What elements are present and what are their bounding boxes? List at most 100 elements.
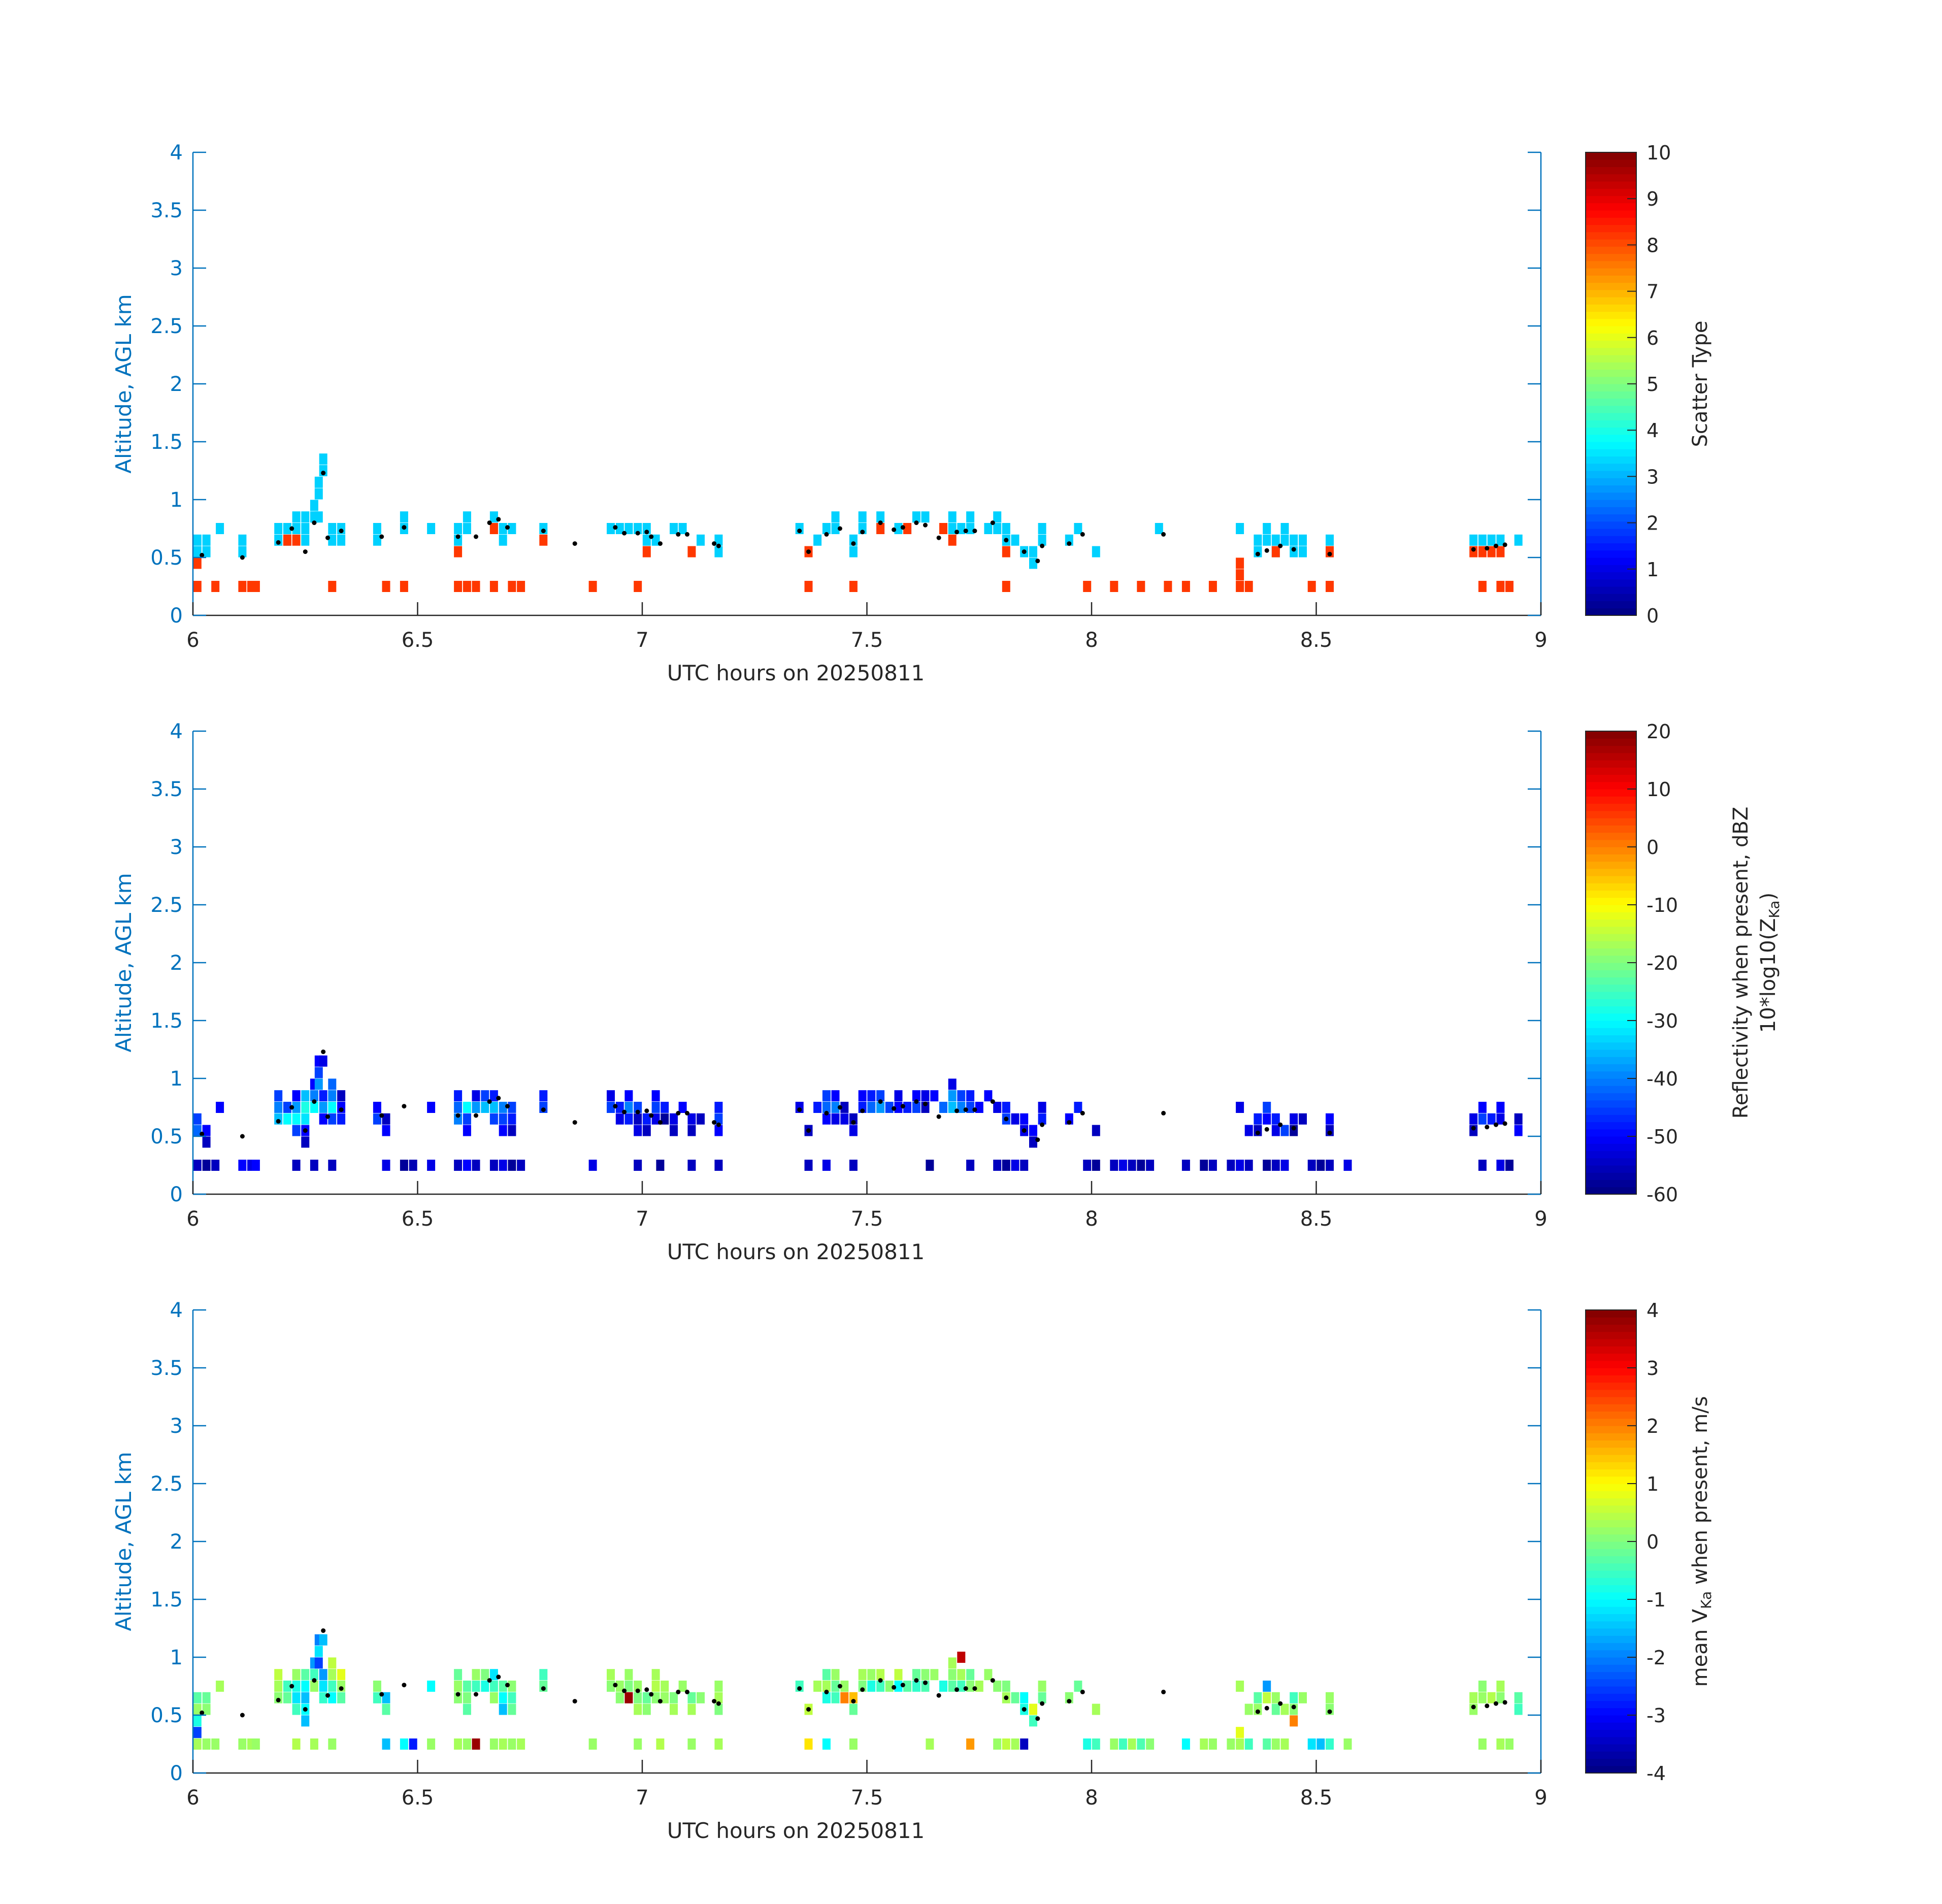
colorbar-swatch bbox=[1586, 1549, 1636, 1557]
cloud-base-point bbox=[325, 1693, 330, 1698]
colorbar-swatch bbox=[1586, 1172, 1636, 1180]
heatmap-cell bbox=[310, 1738, 318, 1750]
heatmap-cell bbox=[966, 1090, 975, 1102]
heatmap-cell bbox=[382, 1160, 390, 1171]
heatmap-cell bbox=[337, 1692, 346, 1703]
heatmap-cell bbox=[301, 1681, 310, 1692]
heatmap-cell bbox=[328, 1102, 337, 1113]
colorbar-swatch bbox=[1586, 948, 1636, 956]
colorbar-tick-label: -50 bbox=[1647, 1126, 1678, 1148]
colorbar-swatch bbox=[1586, 963, 1636, 970]
heatmap-cell bbox=[894, 1681, 903, 1692]
cloud-base-points bbox=[200, 471, 1507, 564]
colorbar-swatch bbox=[1586, 876, 1636, 883]
colorbar-swatch bbox=[1586, 478, 1636, 486]
heatmap-cell bbox=[463, 1681, 471, 1692]
cloud-base-points bbox=[200, 1628, 1507, 1721]
heatmap-cell bbox=[1263, 1692, 1271, 1703]
heatmap-cell bbox=[1110, 1160, 1118, 1171]
heatmap-cell bbox=[615, 1102, 624, 1113]
heatmap-cell bbox=[615, 523, 624, 534]
heatmap-cell bbox=[975, 1681, 983, 1692]
colorbar-swatch bbox=[1586, 955, 1636, 963]
colorbar-swatch bbox=[1586, 1628, 1636, 1636]
heatmap-cell bbox=[588, 1160, 597, 1171]
y-tick-label: 2.5 bbox=[150, 894, 183, 917]
heatmap-cell bbox=[651, 1102, 660, 1113]
colorbar-swatch bbox=[1586, 514, 1636, 522]
heatmap-cell bbox=[1038, 1681, 1046, 1692]
cloud-base-point bbox=[1278, 543, 1283, 548]
heatmap-cell bbox=[1487, 534, 1496, 546]
heatmap-cell bbox=[624, 1102, 633, 1113]
cloud-base-point bbox=[1278, 1701, 1283, 1706]
cloud-base-point bbox=[806, 1707, 811, 1712]
cloud-base-point bbox=[837, 1684, 842, 1689]
heatmap-cell bbox=[858, 511, 867, 523]
heatmap-cell bbox=[481, 1681, 489, 1692]
cloud-base-point bbox=[797, 529, 802, 534]
heatmap-cell bbox=[314, 1657, 323, 1669]
heatmap-cell bbox=[624, 1692, 633, 1703]
heatmap-cell bbox=[373, 1113, 381, 1125]
colorbar-swatch bbox=[1586, 550, 1636, 558]
heatmap-cell bbox=[1496, 1160, 1505, 1171]
axes: 0 0.5 1 1.5 2 2.5 3 3.5 4 6 6.5 7 7.5 8 8.5 9 bbox=[150, 720, 1547, 1231]
colorbar-label2-subscript: Ka bbox=[1766, 900, 1783, 918]
heatmap-cell bbox=[216, 1681, 224, 1692]
heatmap-cell bbox=[1478, 1160, 1487, 1171]
heatmap-cell bbox=[813, 534, 822, 546]
cloud-base-point bbox=[613, 1104, 618, 1109]
heatmap-cell bbox=[867, 1090, 876, 1102]
heatmap-cell bbox=[634, 1125, 642, 1136]
colorbar-swatch bbox=[1586, 934, 1636, 941]
heatmap-cell bbox=[1478, 546, 1487, 557]
heatmap-cell bbox=[1244, 1703, 1253, 1715]
cloud-base-point bbox=[797, 1107, 802, 1112]
cloud-base-point bbox=[312, 1678, 317, 1683]
colorbar-swatch bbox=[1586, 1455, 1636, 1462]
heatmap-cell bbox=[607, 1090, 615, 1102]
cloud-base-point bbox=[1494, 543, 1498, 548]
heatmap-cell bbox=[1326, 1113, 1334, 1125]
colorbar-swatch bbox=[1586, 159, 1636, 168]
y-tick-label: 1 bbox=[170, 1646, 183, 1669]
cloud-base-point bbox=[1291, 547, 1296, 552]
heatmap-cell bbox=[400, 581, 408, 592]
cloud-base-point bbox=[541, 529, 546, 534]
heatmap-cell bbox=[193, 534, 202, 546]
colorbar-swatch bbox=[1586, 774, 1636, 782]
heatmap-cell bbox=[624, 1669, 633, 1681]
heatmap-cell bbox=[1002, 523, 1010, 534]
heatmap-cell bbox=[314, 511, 323, 523]
heatmap-cell bbox=[472, 1681, 480, 1692]
heatmap-cells bbox=[193, 1634, 1523, 1750]
heatmap-cell bbox=[885, 1681, 894, 1692]
cloud-base-point bbox=[963, 1107, 968, 1112]
colorbar-swatch bbox=[1586, 594, 1636, 602]
heatmap-cell bbox=[642, 1113, 651, 1125]
colorbar-swatch bbox=[1586, 1346, 1636, 1354]
cloud-base-point bbox=[972, 1107, 977, 1112]
heatmap-cell bbox=[454, 523, 463, 534]
heatmap-cell bbox=[1326, 1738, 1334, 1750]
heatmap-cell bbox=[1236, 1681, 1244, 1692]
colorbar-swatch bbox=[1586, 1028, 1636, 1036]
heatmap-cell bbox=[1505, 1738, 1513, 1750]
heatmap-cell bbox=[697, 1692, 705, 1703]
heatmap-cell bbox=[251, 1160, 260, 1171]
colorbar-swatch bbox=[1586, 340, 1636, 348]
colorbar-swatch bbox=[1586, 239, 1636, 247]
heatmap-cell bbox=[292, 1102, 301, 1113]
cloud-base-point bbox=[635, 531, 640, 536]
y-tick-label: 3.5 bbox=[150, 199, 183, 222]
heatmap-cell bbox=[1469, 1113, 1478, 1125]
cloud-base-point bbox=[914, 520, 919, 526]
cloud-base-point bbox=[541, 1107, 546, 1112]
cloud-base-point bbox=[1004, 1695, 1009, 1700]
heatmap-cell bbox=[1137, 1738, 1145, 1750]
colorbar-swatch bbox=[1586, 883, 1636, 891]
heatmap-cell bbox=[489, 1692, 498, 1703]
heatmap-cell bbox=[301, 1090, 310, 1102]
heatmap-cell bbox=[328, 1657, 337, 1669]
